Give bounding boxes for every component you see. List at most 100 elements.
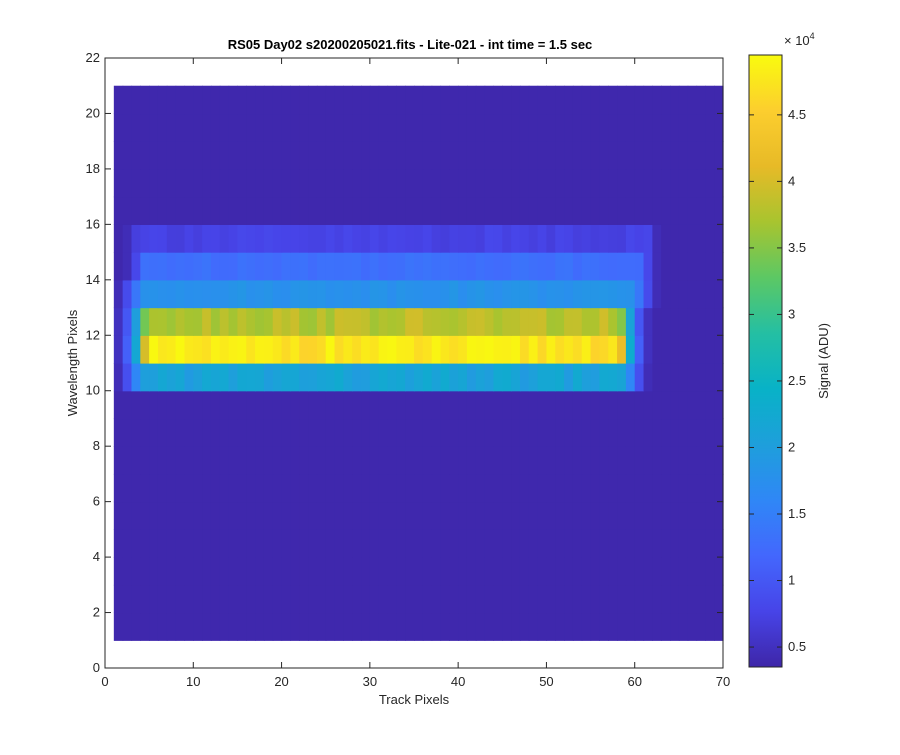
- heatmap-cell: [599, 279, 609, 309]
- heatmap-cell: [643, 196, 653, 225]
- axes-frame: [104, 57, 724, 669]
- heatmap-cell: [113, 390, 124, 420]
- heatmap-cell: [625, 390, 636, 420]
- heatmap-cell: [414, 279, 424, 309]
- heatmap-cell: [511, 335, 521, 364]
- heatmap-cell: [237, 529, 247, 558]
- heatmap-cell: [537, 584, 548, 614]
- heatmap-cell: [581, 418, 592, 447]
- heatmap-cell: [290, 113, 300, 142]
- heatmap-cell: [149, 529, 159, 558]
- heatmap-cell: [714, 168, 724, 198]
- heatmap-cell: [387, 501, 397, 530]
- heatmap-cell: [431, 307, 442, 336]
- heatmap-cell: [599, 557, 609, 586]
- heatmap-cell: [484, 446, 495, 475]
- heatmap-cell: [361, 307, 371, 336]
- heatmap-cell: [458, 196, 468, 225]
- heatmap-cell: [378, 168, 389, 198]
- heatmap-cell: [316, 335, 327, 364]
- heatmap-cell: [537, 418, 548, 447]
- heatmap-cell: [316, 196, 327, 225]
- heatmap-cell: [458, 224, 468, 253]
- heatmap-cell: [281, 307, 291, 336]
- heatmap-cell: [263, 85, 274, 115]
- heatmap-cell: [670, 390, 680, 420]
- heatmap-cell: [431, 418, 442, 447]
- heatmap-cell: [210, 446, 221, 475]
- heatmap-cell: [696, 85, 706, 115]
- heatmap-cell: [219, 557, 230, 586]
- heatmap-cell: [466, 473, 477, 503]
- heatmap-cell: [696, 363, 706, 392]
- heatmap-cell: [519, 473, 530, 503]
- heatmap-cell: [193, 446, 203, 475]
- heatmap-cell: [572, 168, 583, 198]
- heatmap-cell: [696, 584, 706, 614]
- heatmap-cell: [502, 529, 512, 558]
- heatmap-cell: [661, 141, 671, 170]
- heatmap-cell: [378, 113, 389, 142]
- heatmap-cell: [210, 279, 221, 309]
- heatmap-cell: [493, 418, 503, 447]
- heatmap-cell: [352, 390, 362, 420]
- heatmap-cell: [696, 418, 706, 447]
- heatmap-cell: [325, 557, 336, 586]
- heatmap-cell: [599, 473, 609, 503]
- heatmap-cell: [678, 473, 689, 503]
- heatmap-cell: [634, 224, 645, 253]
- heatmap-cell: [440, 612, 450, 641]
- heatmap-cell: [325, 529, 336, 558]
- heatmap-cell: [149, 557, 159, 586]
- heatmap-cell: [643, 529, 653, 558]
- heatmap-cell: [572, 418, 583, 447]
- heatmap-cell: [687, 196, 698, 225]
- heatmap-cell: [502, 279, 512, 309]
- heatmap-cell: [643, 584, 653, 614]
- heatmap-cell: [175, 224, 186, 253]
- heatmap-cell: [405, 418, 415, 447]
- heatmap-cell: [175, 141, 186, 170]
- heatmap-cell: [572, 113, 583, 142]
- heatmap-cell: [352, 473, 362, 503]
- heatmap-cell: [449, 307, 459, 336]
- heatmap-cell: [334, 612, 344, 641]
- heatmap-cell: [343, 113, 353, 142]
- heatmap-cell: [625, 473, 636, 503]
- heatmap-cell: [343, 196, 353, 225]
- heatmap-cell: [670, 501, 680, 530]
- heatmap-cell: [537, 224, 548, 253]
- heatmap-cell: [325, 141, 336, 170]
- heatmap-cell: [634, 363, 645, 392]
- heatmap-cell: [502, 252, 512, 281]
- heatmap-cell: [458, 501, 468, 530]
- heatmap-cell: [493, 529, 503, 558]
- heatmap-cell: [714, 279, 724, 309]
- heatmap-cell: [705, 335, 715, 364]
- heatmap-cell: [396, 446, 406, 475]
- heatmap-cell: [237, 473, 247, 503]
- heatmap-cell: [449, 85, 459, 115]
- heatmap-cell: [414, 363, 424, 392]
- heatmap-cell: [316, 557, 327, 586]
- heatmap-cell: [590, 363, 600, 392]
- heatmap-cell: [131, 335, 141, 364]
- heatmap-cell: [193, 85, 203, 115]
- heatmap-cell: [210, 224, 221, 253]
- heatmap-cell: [228, 363, 239, 392]
- heatmap-cell: [316, 390, 327, 420]
- heatmap-cell: [113, 141, 124, 170]
- heatmap-cell: [237, 501, 247, 530]
- heatmap-cell: [316, 307, 327, 336]
- heatmap-cell: [352, 557, 362, 586]
- heatmap-cell: [599, 446, 609, 475]
- heatmap-cell: [369, 279, 380, 309]
- heatmap-cell: [246, 252, 256, 281]
- heatmap-cell: [564, 335, 574, 364]
- heatmap-cell: [502, 196, 512, 225]
- heatmap-cell: [149, 390, 159, 420]
- heatmap-cell: [661, 307, 671, 336]
- heatmap-cell: [396, 113, 406, 142]
- heatmap-cell: [572, 224, 583, 253]
- heatmap-cell: [634, 279, 645, 309]
